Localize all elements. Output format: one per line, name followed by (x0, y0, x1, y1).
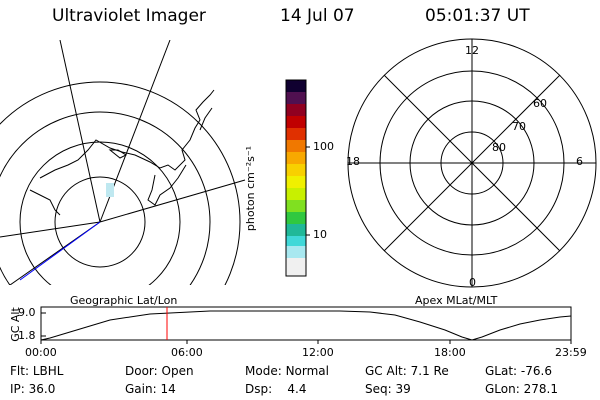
timeline-right-title: Apex MLat/MLT (415, 294, 498, 307)
info-seq: Seq: 39 (365, 382, 411, 396)
mlt-label-18: 18 (346, 155, 360, 168)
aurora-emission (106, 183, 114, 197)
colorbar-tick-10: 10 (313, 228, 327, 241)
lat-label-80: 80 (492, 141, 506, 154)
info-filter: Flt: LBHL (10, 364, 64, 378)
colorbar (285, 79, 310, 277)
mlt-label-0: 0 (469, 276, 476, 289)
timeline-y-tick-1-8: 1.8 (18, 329, 36, 342)
timeline-x-tick-1200: 12:00 (302, 346, 334, 359)
geographic-map (0, 40, 246, 285)
time-label: 05:01:37 UT (425, 6, 530, 26)
info-gain: Gain: 14 (125, 382, 176, 396)
info-door: Door: Open (125, 364, 194, 378)
app-title: Ultraviolet Imager (52, 6, 206, 26)
lat-label-70: 70 (512, 120, 526, 133)
mlt-label-12: 12 (465, 44, 479, 57)
colorbar-tick-100: 100 (313, 140, 334, 153)
info-dsp: Dsp: 4.4 (245, 382, 307, 396)
timeline-x-tick-1800: 18:00 (434, 346, 466, 359)
polar-plot (347, 38, 597, 288)
info-glon: GLon: 278.1 (485, 382, 558, 396)
info-mode: Mode: Normal (245, 364, 329, 378)
timeline-y-tick-9: 9.0 (18, 306, 36, 319)
timeline-x-tick-0600: 06:00 (171, 346, 203, 359)
info-gc-alt: GC Alt: 7.1 Re (365, 364, 449, 378)
date-label: 14 Jul 07 (280, 6, 355, 26)
info-ip: IP: 36.0 (10, 382, 56, 396)
mlt-label-6: 6 (576, 155, 583, 168)
info-glat: GLat: -76.6 (485, 364, 552, 378)
timeline-left-title: Geographic Lat/Lon (70, 294, 178, 307)
colorbar-unit-label: photon cm⁻²s⁻¹ (244, 145, 258, 232)
timeline-x-tick-2359: 23:59 (555, 346, 587, 359)
lat-label-60: 60 (533, 97, 547, 110)
altitude-timeline (40, 306, 572, 344)
timeline-x-tick-0000: 00:00 (25, 346, 57, 359)
